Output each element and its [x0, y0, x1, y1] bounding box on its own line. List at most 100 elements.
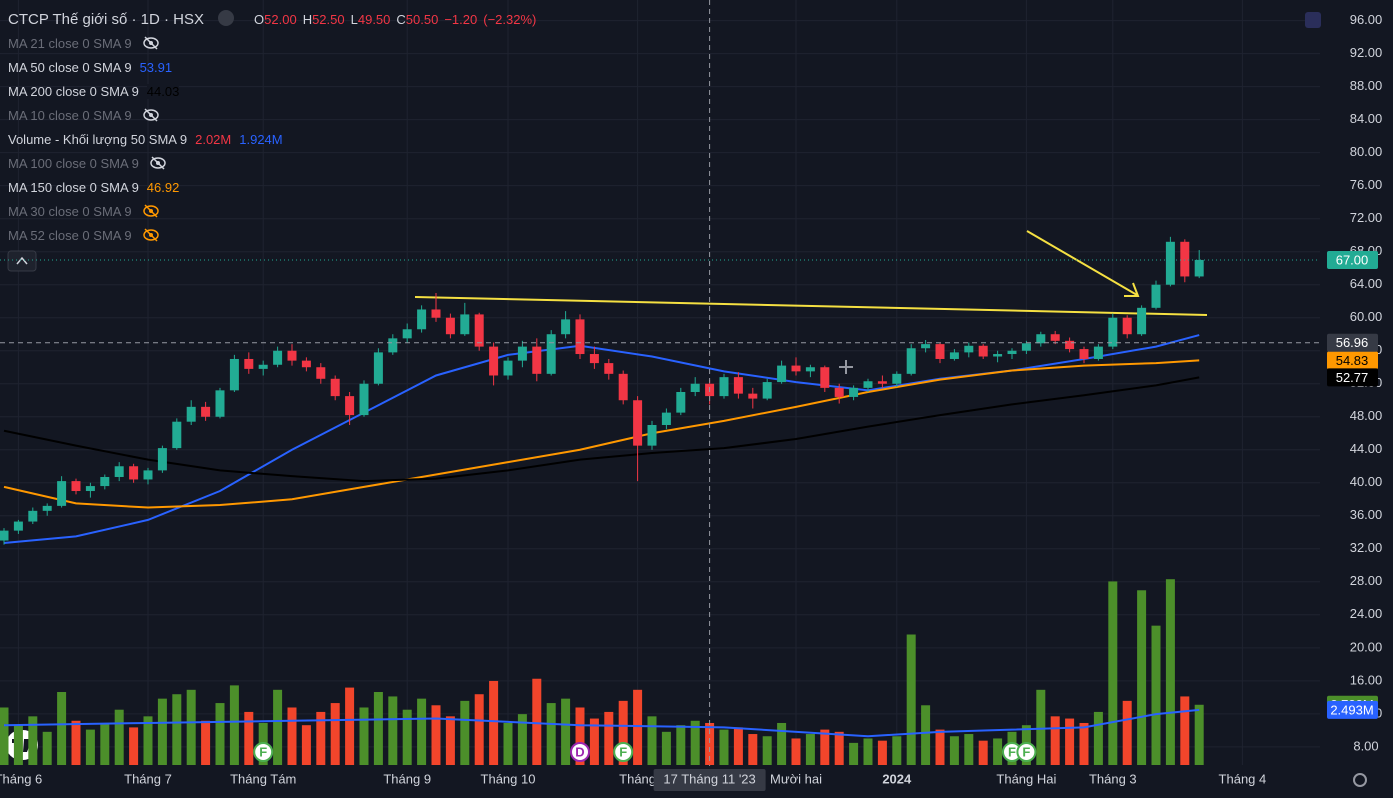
x-tick-label: Tháng 4	[1219, 771, 1267, 786]
candle-body	[301, 360, 311, 368]
slash	[151, 156, 165, 170]
candle-body	[1093, 346, 1103, 359]
volume-bar	[906, 634, 916, 765]
candle-body	[805, 367, 815, 372]
candle-body	[1180, 241, 1190, 277]
eye-off-icon[interactable]	[149, 156, 167, 170]
candle-body	[359, 383, 369, 416]
event-label: F	[259, 744, 267, 759]
volume-bar	[676, 725, 686, 765]
ohlc-field: H52.50	[303, 12, 345, 27]
volume-bar	[129, 727, 139, 765]
legend-value: 46.92	[146, 180, 180, 195]
volume-bar	[57, 692, 67, 765]
volume-bar	[201, 720, 211, 765]
volume-bar	[215, 703, 225, 765]
volume-bar	[445, 716, 455, 765]
arrow-annotation	[1026, 230, 1138, 296]
candle-body	[517, 346, 527, 361]
volume-bar	[157, 698, 167, 765]
event-label: F	[619, 744, 627, 759]
volume-bar	[0, 707, 9, 765]
candle-body	[186, 406, 196, 422]
legend-row: MA 21 close 0 SMA 9	[8, 32, 160, 56]
y-tick-label: 40.00	[1350, 474, 1383, 489]
candle-body	[316, 367, 326, 379]
slash	[144, 204, 158, 218]
volume-bar	[229, 685, 239, 765]
y-tick-label: 92.00	[1350, 45, 1383, 60]
volume-bar	[964, 734, 974, 765]
eye-off-icon[interactable]	[142, 108, 160, 122]
legend-row: MA 52 close 0 SMA 9	[8, 224, 160, 248]
candle-body	[114, 466, 124, 477]
candle-body	[13, 521, 23, 531]
volume-bar	[330, 703, 340, 765]
legend-row: MA 30 close 0 SMA 9	[8, 200, 160, 224]
y-tick-label: 60.00	[1350, 309, 1383, 324]
eye-off-icon[interactable]	[142, 204, 160, 218]
candle-body	[1021, 343, 1031, 351]
candle-body	[1079, 349, 1089, 359]
candle-body	[215, 390, 225, 417]
volume-bar	[13, 725, 23, 765]
x-tick-label: Tháng 9	[383, 771, 431, 786]
candle-body	[546, 334, 556, 374]
candle-body	[129, 466, 139, 480]
legend-row: MA 10 close 0 SMA 9	[8, 104, 160, 128]
x-tick-label: Tháng Tám	[230, 771, 296, 786]
candle-body	[1007, 350, 1017, 355]
crosshair-price-box	[1327, 333, 1378, 352]
candle-body	[489, 346, 499, 376]
candle-body	[143, 470, 153, 480]
candle-body	[431, 309, 441, 318]
candle-body	[906, 348, 916, 374]
candle-body	[978, 345, 988, 357]
volume-bar	[114, 709, 124, 765]
candle-body	[100, 476, 110, 487]
legend-row: MA 200 close 0 SMA 9 44.03	[8, 80, 180, 104]
toolbar-icon[interactable]	[1305, 12, 1321, 28]
volume-bar	[978, 740, 988, 765]
slash	[144, 36, 158, 50]
candle-body	[949, 352, 959, 359]
legend-value: 44.03	[146, 84, 180, 99]
eye-off-icon[interactable]	[142, 228, 160, 242]
legend-text: MA 21 close 0 SMA 9	[8, 36, 132, 51]
volume-bar	[489, 680, 499, 765]
candle-body	[777, 365, 787, 383]
candle-body	[633, 400, 643, 446]
volume-bar	[647, 716, 657, 765]
volume-bar	[1050, 716, 1060, 765]
volume-bar	[1079, 722, 1089, 765]
ohlc-key: H	[302, 12, 313, 27]
legend-text: MA 10 close 0 SMA 9	[8, 108, 132, 123]
ohlc-value: 49.50	[357, 12, 391, 27]
settings-icon[interactable]	[1353, 773, 1367, 787]
eye	[142, 109, 159, 121]
collapse-button[interactable]	[7, 250, 37, 272]
ohlc-value: 52.00	[264, 12, 297, 27]
volume-bar	[42, 731, 52, 765]
event-marker	[570, 742, 590, 762]
volume-bar	[143, 716, 153, 765]
volume-bar	[402, 709, 412, 765]
eye-off-icon[interactable]	[142, 36, 160, 50]
candle-body	[402, 329, 412, 339]
candle-body	[474, 314, 484, 347]
candle-body	[762, 382, 772, 399]
volume-bar	[474, 694, 484, 765]
event-marker	[613, 742, 634, 762]
eye	[150, 157, 166, 169]
crosshair-date-box	[653, 769, 766, 791]
volume-bar	[863, 738, 873, 765]
volume-bar	[172, 694, 182, 765]
volume-bars	[0, 579, 1204, 765]
ohlc-field: O52.00	[254, 12, 297, 27]
y-tick-label: 8.00	[1353, 738, 1378, 753]
legend-row: Volume - Khối lượng 50 SMA 9 2.02M 1.924M	[8, 128, 283, 152]
candle-body	[661, 412, 671, 425]
volume-bar	[805, 734, 815, 765]
